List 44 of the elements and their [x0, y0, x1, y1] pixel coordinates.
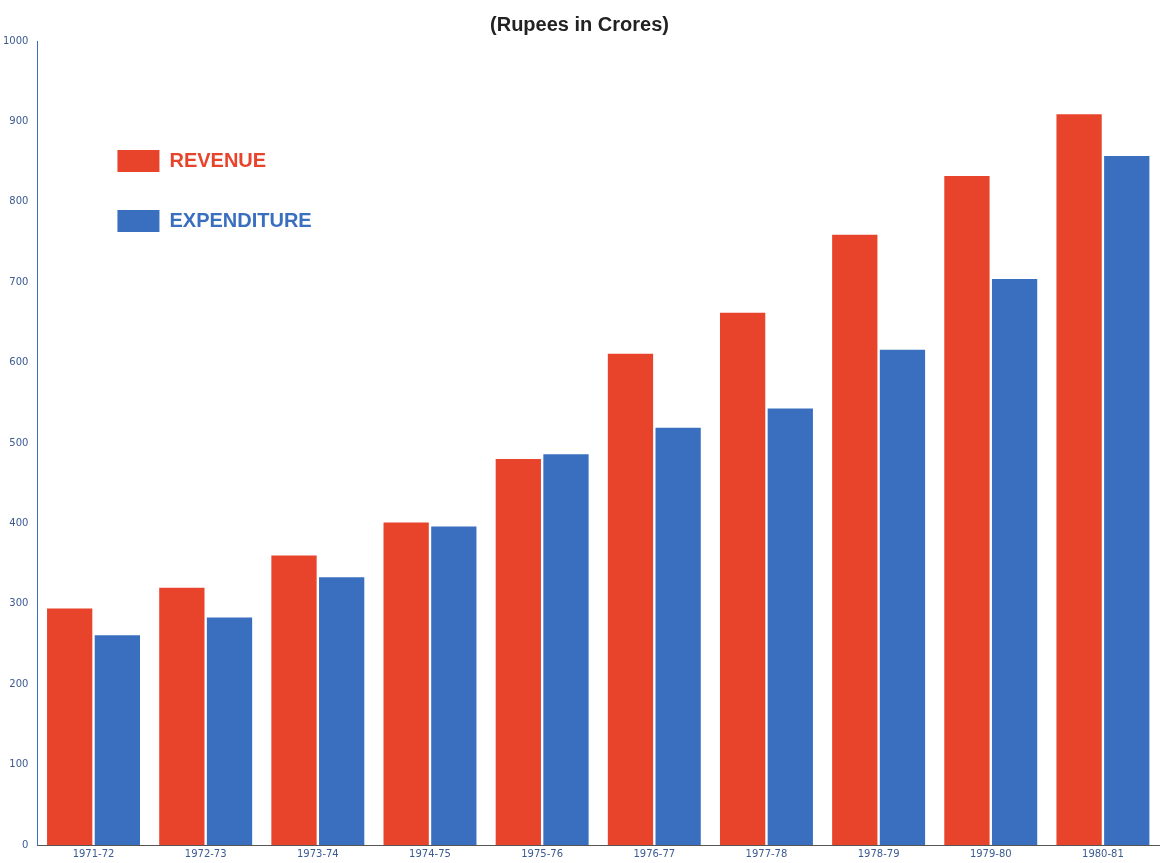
y-tick-label: 800: [9, 195, 29, 207]
chart-title: (Rupees in Crores): [490, 12, 669, 35]
x-tick-label: 1973-74: [296, 847, 339, 859]
y-tick-label: 300: [9, 597, 29, 609]
legend-label: REVENUE: [169, 148, 267, 171]
y-tick-label: 0: [22, 838, 29, 850]
bar: [991, 278, 1038, 845]
bar: [94, 635, 140, 845]
bar: [1056, 114, 1102, 845]
x-tick-label: 1975-76: [521, 847, 564, 859]
x-tick-label: 1971-72: [72, 847, 115, 859]
y-tick-label: 600: [9, 356, 29, 368]
y-tick-label: 400: [9, 516, 29, 528]
bar: [607, 353, 654, 845]
bar: [944, 176, 990, 845]
x-tick-label: 1978-79: [857, 847, 900, 859]
bar: [319, 577, 365, 845]
y-tick-label: 700: [9, 275, 29, 287]
bar: [719, 312, 766, 845]
bar: [655, 427, 701, 845]
bar: [1104, 155, 1150, 845]
bar: [879, 349, 926, 845]
y-tick-label: 1000: [3, 34, 29, 46]
x-tick-label: 1972-73: [184, 847, 227, 859]
x-tick-label: 1974-75: [409, 847, 451, 859]
bar: [431, 526, 477, 845]
y-tick-label: 200: [9, 677, 29, 689]
bar: [383, 522, 429, 845]
bar: [271, 555, 317, 845]
bar: [767, 408, 813, 845]
bar: [159, 587, 205, 845]
y-tick-label: 100: [9, 758, 29, 770]
y-tick-label: 500: [9, 436, 29, 448]
bar: [206, 617, 253, 845]
y-tick-label: 900: [9, 114, 29, 126]
x-tick-label: 1976-77: [633, 847, 676, 859]
bar: [543, 454, 589, 845]
bar: [832, 234, 878, 845]
x-tick-label: 1977-78: [745, 847, 788, 859]
bar: [495, 459, 541, 845]
x-tick-label: 1980-81: [1082, 847, 1124, 859]
legend-label: EXPENDITURE: [169, 208, 312, 231]
bar: [47, 608, 93, 845]
x-tick-label: 1979-80: [969, 847, 1012, 859]
